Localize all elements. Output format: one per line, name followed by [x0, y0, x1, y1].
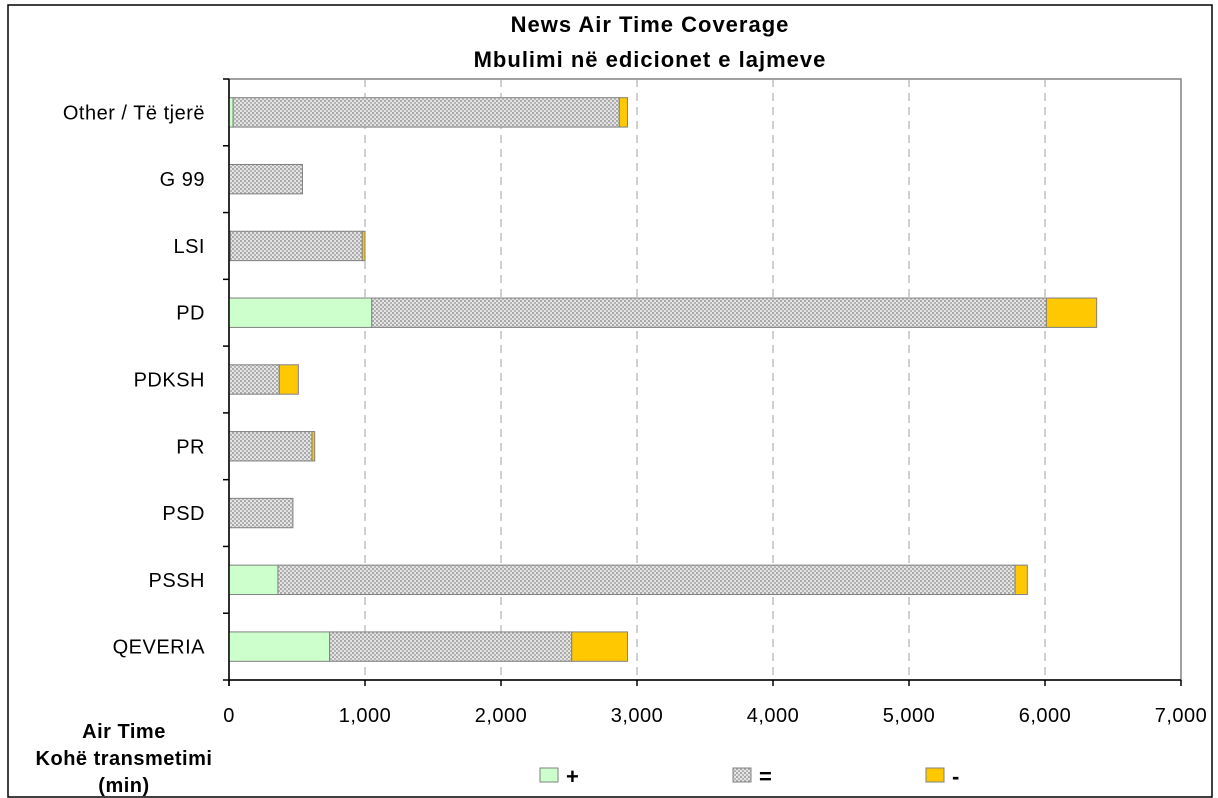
chart-subtitle: Mbulimi në edicionet e lajmeve [474, 47, 827, 72]
category-label-0: Other / Të tjerë [63, 102, 205, 124]
bar-8-series-1 [329, 631, 573, 662]
bar-2-series-1 [229, 230, 363, 262]
bar-3-series-2 [1045, 297, 1098, 328]
x-axis-title-line-1: Air Time [82, 721, 166, 743]
legend-swatch-2 [925, 767, 945, 783]
x-tick-label-7: 7,000 [1155, 705, 1208, 727]
category-label-2: LSI [173, 236, 205, 258]
x-axis-title-line-2: Kohë transmetimi [36, 748, 213, 770]
x-tick-label-1: 1,000 [339, 705, 392, 727]
legend-label-2: - [952, 764, 959, 789]
chart-title: News Air Time Coverage [511, 12, 790, 37]
bar-7-series-1 [277, 564, 1016, 596]
x-tick-label-5: 5,000 [883, 705, 936, 727]
bar-0-series-1 [232, 97, 620, 128]
category-label-8: QEVERIA [113, 637, 206, 659]
bar-8-series-0 [228, 631, 331, 662]
bar-7-series-2 [1014, 564, 1028, 596]
bar-6-series-1 [228, 497, 294, 529]
x-tick-label-3: 3,000 [611, 705, 664, 727]
category-label-6: PSD [162, 503, 205, 525]
category-label-4: PDKSH [134, 370, 205, 392]
bar-1-series-1 [228, 163, 303, 195]
bar-3-series-0 [228, 297, 373, 328]
category-label-7: PSSH [149, 570, 205, 592]
x-axis-title-line-3: (min) [98, 775, 149, 797]
x-tick-label-4: 4,000 [747, 705, 800, 727]
legend: + = - [539, 764, 959, 789]
bar-3-series-1 [371, 297, 1047, 328]
x-tick-label-6: 6,000 [1019, 705, 1072, 727]
bar-7-series-0 [228, 564, 279, 596]
gridlines [364, 79, 1046, 680]
bar-0-series-2 [618, 97, 628, 128]
bar-2-series-2 [361, 230, 366, 262]
legend-swatch-0 [539, 767, 559, 783]
category-labels: Other / Të tjerë G 99 LSI PD PDKSH PR PSD PSSH Q… [63, 102, 205, 658]
bar-8-series-2 [571, 631, 628, 662]
legend-swatch-1 [732, 767, 752, 783]
category-label-3: PD [176, 303, 205, 325]
legend-label-0: + [566, 764, 579, 789]
legend-label-1: = [759, 764, 772, 789]
x-tick-label-2: 2,000 [475, 705, 528, 727]
category-label-5: PR [176, 436, 205, 458]
x-tick-label-0: 0 [223, 705, 235, 727]
bar-5-series-2 [311, 431, 316, 462]
bar-5-series-1 [228, 431, 313, 462]
bar-4-series-2 [278, 364, 299, 395]
category-label-1: G 99 [160, 169, 205, 191]
x-tick-labels: 0 1,000 2,000 3,000 4,000 5,000 6,000 7,000 [223, 705, 1207, 727]
bar-4-series-1 [228, 364, 280, 395]
axes [223, 78, 1182, 686]
bars [228, 97, 1098, 662]
